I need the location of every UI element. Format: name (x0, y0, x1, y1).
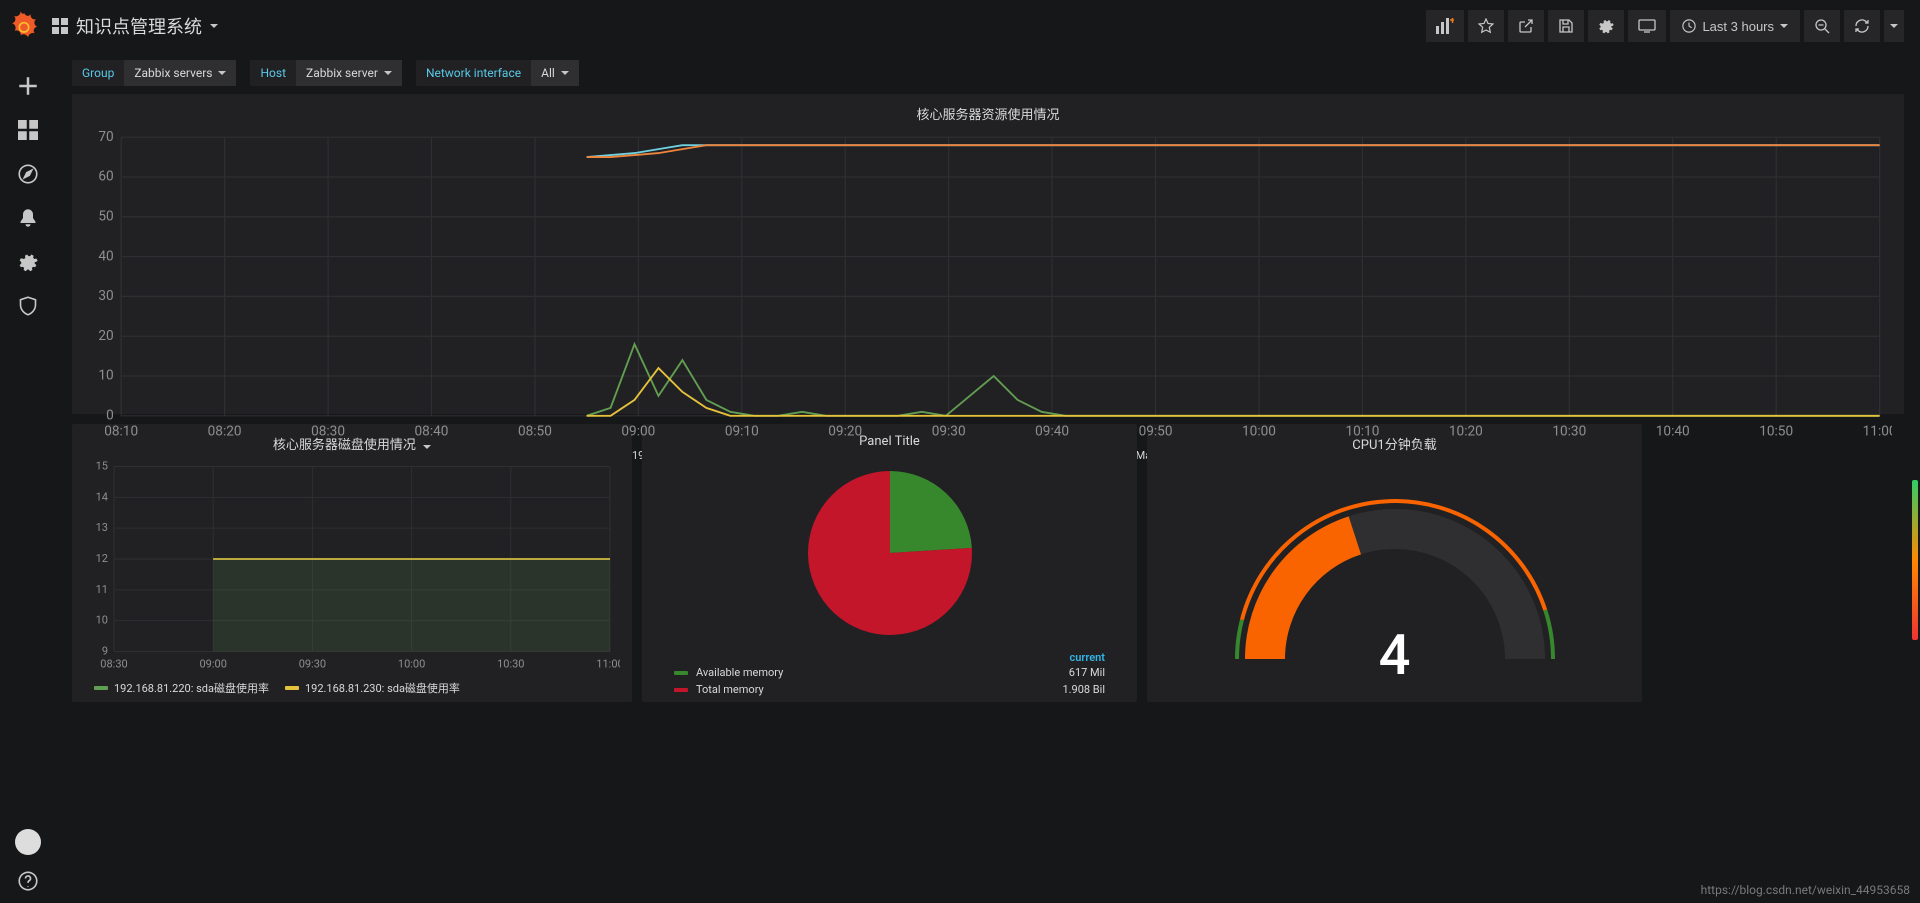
time-range-button[interactable]: Last 3 hours (1670, 10, 1800, 42)
grafana-logo (8, 10, 40, 42)
svg-text:09:50: 09:50 (1139, 424, 1173, 440)
cycle-view-button[interactable] (1628, 10, 1666, 42)
variable-label: Host (250, 60, 296, 86)
variable-network-interface: Network interfaceAll (416, 60, 579, 86)
share-button[interactable] (1508, 10, 1544, 42)
legend-item[interactable]: 192.168.81.230: sda磁盘使用率 (285, 680, 460, 696)
refresh-interval-button[interactable] (1884, 10, 1904, 42)
svg-text:50: 50 (98, 209, 113, 225)
svg-text:10:30: 10:30 (497, 658, 524, 671)
pie-legend-item[interactable]: Total memory1.908 Bil (654, 681, 1125, 698)
svg-text:10:00: 10:00 (1242, 424, 1276, 440)
panel-cpu-memory: 核心服务器资源使用情况 01020304050607008:1008:2008:… (72, 94, 1904, 414)
alerting-icon[interactable] (18, 208, 38, 228)
svg-text:9: 9 (102, 645, 108, 658)
topbar: 知识点管理系统 Last 3 hours (0, 0, 1920, 52)
refresh-button[interactable] (1844, 10, 1880, 42)
svg-text:10:10: 10:10 (1345, 424, 1379, 440)
svg-text:09:40: 09:40 (1035, 424, 1069, 440)
svg-text:14: 14 (96, 490, 108, 503)
panel-disk: 核心服务器磁盘使用情况 910111213141508:3009:0009:30… (72, 424, 632, 702)
dashboard-grid-icon (52, 18, 68, 34)
svg-text:12: 12 (96, 552, 108, 565)
svg-text:30: 30 (98, 288, 113, 304)
server-admin-icon[interactable] (18, 296, 38, 316)
svg-text:10:30: 10:30 (1552, 424, 1586, 440)
settings-button[interactable] (1588, 10, 1624, 42)
chevron-down-icon (423, 445, 431, 449)
svg-text:09:10: 09:10 (725, 424, 759, 440)
save-button[interactable] (1548, 10, 1584, 42)
svg-text:10:40: 10:40 (1656, 424, 1690, 440)
svg-text:08:50: 08:50 (518, 424, 552, 440)
cpu-memory-chart[interactable]: 0 10 20 30 40 50 60 70 08:10 08:20 08:30 08:40 08:50… (84, 129, 1892, 443)
side-indicator (1912, 480, 1918, 640)
explore-icon[interactable] (18, 164, 38, 184)
variable-group: GroupZabbix servers (72, 60, 236, 86)
svg-text:11:00: 11:00 (1863, 424, 1892, 440)
svg-text:15: 15 (96, 460, 108, 473)
pie-legend-item[interactable]: Available memory617 Mil (654, 664, 1125, 681)
gauge-value: 4 (1379, 622, 1411, 688)
svg-text:10: 10 (96, 614, 108, 627)
user-avatar[interactable] (15, 829, 41, 855)
pie-legend: Available memory617 MilTotal memory1.908… (654, 664, 1125, 698)
svg-text:09:00: 09:00 (621, 424, 655, 440)
create-icon[interactable] (18, 76, 38, 96)
svg-text:11:00: 11:00 (596, 658, 620, 671)
time-range-text: Last 3 hours (1702, 19, 1774, 34)
svg-text:09:00: 09:00 (199, 658, 226, 671)
topbar-actions: Last 3 hours (1426, 10, 1904, 42)
svg-text:09:20: 09:20 (828, 424, 862, 440)
variable-label: Network interface (416, 60, 531, 86)
variable-label: Group (72, 60, 124, 86)
disk-legend: 192.168.81.220: sda磁盘使用率 192.168.81.230: … (84, 674, 620, 698)
dashboards-icon[interactable] (18, 120, 38, 140)
chevron-down-icon (1890, 24, 1898, 28)
svg-text:11: 11 (96, 583, 108, 596)
svg-text:70: 70 (98, 129, 113, 145)
add-panel-button[interactable] (1426, 10, 1464, 42)
svg-text:08:10: 08:10 (104, 424, 138, 440)
variable-host: HostZabbix server (250, 60, 401, 86)
svg-text:20: 20 (98, 328, 113, 344)
svg-text:09:30: 09:30 (299, 658, 326, 671)
memory-pie-chart[interactable] (805, 468, 975, 638)
current-header: current (654, 651, 1125, 664)
svg-text:60: 60 (98, 169, 113, 185)
dashboard-title[interactable]: 知识点管理系统 (52, 13, 218, 39)
svg-text:10: 10 (98, 368, 113, 384)
svg-text:40: 40 (98, 248, 113, 264)
main-content: GroupZabbix servers HostZabbix server Ne… (56, 52, 1920, 903)
sidebar (0, 52, 56, 903)
panel-pie: Panel Title current Available memory617 … (642, 424, 1137, 702)
svg-text:09:30: 09:30 (932, 424, 966, 440)
variable-value-dropdown[interactable]: Zabbix servers (124, 60, 236, 86)
watermark: https://blog.csdn.net/weixin_44953658 (1701, 883, 1910, 897)
variable-value-dropdown[interactable]: All (531, 60, 579, 86)
star-button[interactable] (1468, 10, 1504, 42)
svg-text:08:30: 08:30 (311, 424, 345, 440)
svg-text:10:20: 10:20 (1449, 424, 1483, 440)
svg-text:10:00: 10:00 (398, 658, 425, 671)
zoom-out-button[interactable] (1804, 10, 1840, 42)
dashboard-title-text: 知识点管理系统 (76, 13, 202, 39)
svg-text:08:40: 08:40 (415, 424, 449, 440)
config-icon[interactable] (18, 252, 38, 272)
panel-title: 核心服务器资源使用情况 (84, 102, 1892, 129)
svg-text:08:20: 08:20 (208, 424, 242, 440)
variable-value-dropdown[interactable]: Zabbix server (296, 60, 402, 86)
svg-text:0: 0 (106, 408, 114, 424)
panel-gauge: CPU1分钟负载 4 (1147, 424, 1642, 702)
legend-item[interactable]: 192.168.81.220: sda磁盘使用率 (94, 680, 269, 696)
help-icon[interactable] (18, 871, 38, 891)
svg-text:08:30: 08:30 (100, 658, 127, 671)
chevron-down-icon (1780, 24, 1788, 28)
chevron-down-icon (210, 24, 218, 28)
disk-chart[interactable]: 9 10 11 12 13 14 15 08:30 09:00 09:30 10:00 10:30 11… (84, 459, 620, 674)
variable-row: GroupZabbix servers HostZabbix server Ne… (72, 60, 1904, 86)
svg-text:10:50: 10:50 (1759, 424, 1793, 440)
svg-text:13: 13 (96, 521, 108, 534)
